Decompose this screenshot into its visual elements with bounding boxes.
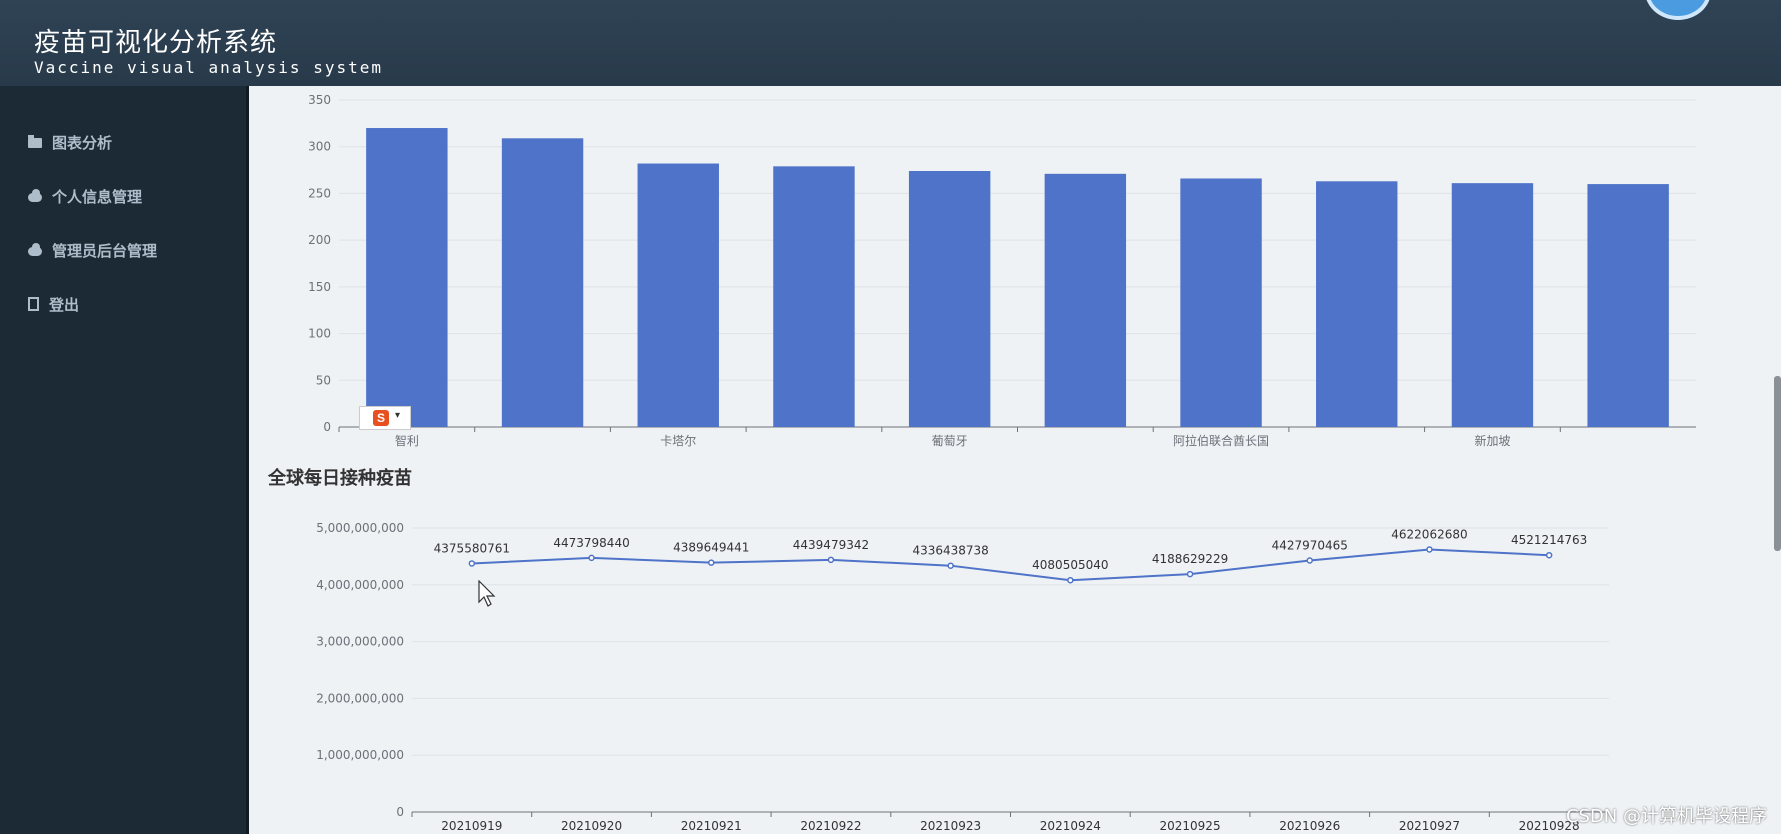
data-point: [588, 554, 595, 562]
app-title: 疫苗可视化分析系统: [34, 28, 278, 58]
document-icon: [28, 297, 39, 311]
data-label: 4622062680: [1391, 527, 1467, 541]
x-tick-label: 智利: [395, 433, 419, 448]
line-chart-title: 全球每日接种疫苗: [268, 468, 412, 489]
data-label: 4188629229: [1152, 552, 1228, 566]
sidebar-item-label: 个人信息管理: [52, 187, 143, 206]
x-tick-label: 20210921: [681, 819, 742, 833]
y-tick-label: 350: [308, 93, 331, 107]
ime-logo-icon: S: [373, 410, 389, 426]
y-tick-label: 150: [308, 280, 331, 294]
data-point: [947, 562, 954, 569]
sidebar-item-label: 登出: [49, 295, 80, 314]
cloud-download-icon: [28, 243, 42, 257]
bar: [1451, 183, 1534, 427]
bar: [1180, 178, 1262, 427]
x-tick-label: 葡萄牙: [932, 434, 968, 448]
ime-toolbar[interactable]: S ▾: [359, 406, 411, 430]
scrollbar-thumb[interactable]: [1774, 376, 1781, 551]
data-label: 4439479342: [793, 538, 869, 552]
y-tick-label: 250: [308, 186, 331, 200]
x-tick-label: 20210922: [800, 819, 861, 833]
data-label: 4427970465: [1272, 538, 1348, 552]
y-tick-label: 50: [316, 373, 331, 387]
data-point: [827, 556, 835, 564]
x-tick-label: 阿拉伯联合酋长国: [1173, 433, 1269, 448]
bar: [501, 138, 584, 427]
y-tick-label: 300: [308, 140, 331, 154]
x-tick-label: 20210919: [441, 819, 502, 833]
x-tick-label: 20210925: [1160, 819, 1221, 833]
bar: [908, 171, 991, 427]
y-tick-label: 3,000,000,000: [316, 635, 404, 649]
bar: [366, 128, 448, 427]
sidebar: 图表分析 个人信息管理 管理员后台管理 登出: [0, 86, 249, 834]
mouse-cursor-icon: [478, 580, 496, 607]
y-tick-label: 0: [323, 420, 331, 434]
data-point: [468, 560, 476, 567]
data-point: [708, 559, 715, 566]
bar: [1587, 184, 1669, 427]
data-label: 4375580761: [434, 541, 510, 555]
y-tick-label: 5,000,000,000: [316, 521, 404, 535]
data-label: 4389649441: [673, 541, 749, 555]
avatar[interactable]: [1645, 0, 1711, 20]
x-tick-label: 20210920: [561, 819, 622, 833]
app-header: 疫苗可视化分析系统 Vaccine visual analysis system: [0, 0, 1781, 86]
data-point: [1186, 570, 1194, 578]
x-tick-label: 20210924: [1040, 819, 1101, 833]
watermark: CSDN @计算机毕设程序: [1565, 806, 1767, 827]
x-tick-label: 20210927: [1399, 819, 1460, 833]
line-chart: 0 1,000,000,000 2,000,000,000 3,000,000,000…: [316, 521, 1609, 833]
y-tick-label: 1,000,000,000: [316, 748, 404, 762]
bar: [1044, 173, 1127, 427]
data-point: [1426, 546, 1433, 553]
sidebar-item-chart-analysis[interactable]: 图表分析: [28, 130, 112, 154]
sidebar-item-profile[interactable]: 个人信息管理: [28, 184, 142, 208]
bar: [773, 166, 855, 427]
cloud-download-icon: [28, 189, 42, 203]
data-point: [1067, 576, 1074, 584]
y-tick-label: 2,000,000,000: [316, 691, 404, 705]
app-subtitle: Vaccine visual analysis system: [34, 58, 383, 77]
y-tick-label: 200: [308, 233, 331, 247]
series-line: [471, 548, 1550, 582]
x-tick-label: 卡塔尔: [660, 433, 696, 448]
data-point: [1545, 551, 1553, 559]
y-tick-label: 0: [396, 805, 404, 819]
sidebar-item-label: 图表分析: [52, 133, 113, 152]
bar: [637, 163, 719, 427]
y-tick-label: 100: [308, 327, 331, 341]
bar-chart: 0 50 100 150 200 250 300 350 智利 卡塔尔 葡萄牙 阿拉伯联合酋长国 新加坡: [308, 93, 1696, 448]
main-content: 0 50 100 150 200 250 300 350 智利 卡塔尔 葡萄牙 阿拉伯联合酋长国 新加坡…: [249, 86, 1781, 834]
data-label: 4521214763: [1511, 533, 1587, 547]
bar: [1316, 181, 1398, 427]
chevron-down-icon[interactable]: ▾: [395, 410, 401, 421]
data-label: 4080505040: [1032, 558, 1108, 572]
data-point: [1306, 557, 1313, 564]
x-tick-label: 20210926: [1279, 819, 1340, 833]
sidebar-item-admin[interactable]: 管理员后台管理: [28, 238, 157, 262]
x-tick-label: 新加坡: [1474, 433, 1510, 448]
x-tick-label: 20210923: [920, 819, 981, 833]
folder-icon: [28, 135, 42, 148]
sidebar-item-logout[interactable]: 登出: [28, 292, 79, 316]
data-label: 4473798440: [553, 536, 629, 550]
data-label: 4336438738: [912, 544, 988, 558]
y-tick-label: 4,000,000,000: [316, 578, 404, 592]
sidebar-item-label: 管理员后台管理: [52, 241, 158, 260]
x-tick-label: 20210928: [1519, 819, 1580, 833]
